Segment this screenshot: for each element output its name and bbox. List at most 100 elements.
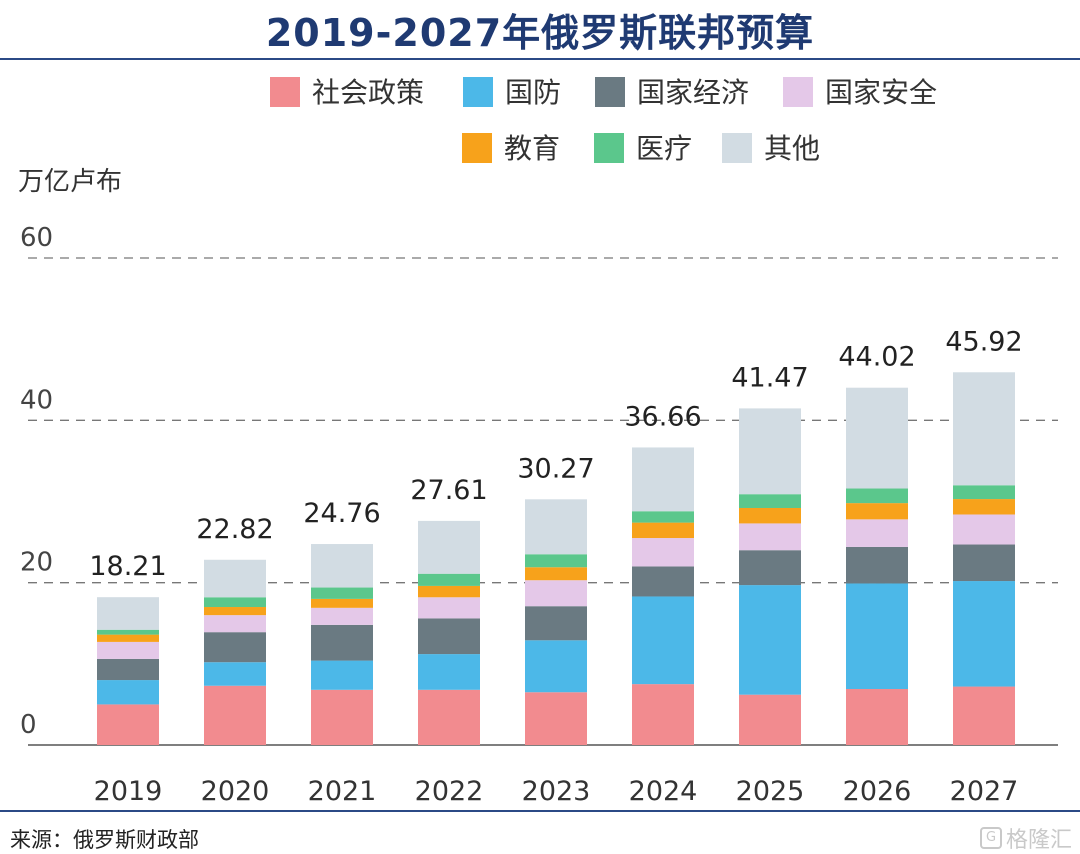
bar-segment bbox=[204, 607, 266, 616]
bar-segment bbox=[418, 520, 480, 574]
legend-swatch bbox=[783, 77, 813, 107]
bar-segment bbox=[632, 566, 694, 597]
y-tick-label: 20 bbox=[20, 548, 53, 578]
bar-segment bbox=[204, 685, 266, 745]
bar-segment bbox=[97, 641, 159, 659]
bar-segment bbox=[525, 580, 587, 607]
bar-segment bbox=[953, 485, 1015, 500]
bar-segment bbox=[204, 662, 266, 686]
legend-label: 社会政策 bbox=[312, 76, 424, 109]
x-tick-label: 2019 bbox=[94, 776, 163, 807]
bar-segment bbox=[632, 684, 694, 745]
bar-segment bbox=[525, 606, 587, 641]
watermark: G 格隆汇 bbox=[979, 822, 1072, 854]
x-tick-label: 2025 bbox=[736, 776, 805, 807]
bar-segment bbox=[97, 658, 159, 681]
bar-segment bbox=[525, 692, 587, 745]
bar-segment bbox=[953, 499, 1015, 515]
bar-segment bbox=[846, 546, 908, 584]
bar-segment bbox=[525, 499, 587, 555]
x-tick-label: 2021 bbox=[308, 776, 377, 807]
bars bbox=[97, 372, 1015, 745]
bar-segment bbox=[953, 544, 1015, 582]
bar-segment bbox=[97, 629, 159, 635]
bar-segment bbox=[311, 660, 373, 690]
total-label: 24.76 bbox=[303, 498, 380, 529]
bar-segment bbox=[418, 654, 480, 690]
x-tick-label: 2026 bbox=[843, 776, 912, 807]
y-axis-ticks: 0 20 40 60 bbox=[20, 223, 53, 740]
legend-swatch bbox=[462, 133, 492, 163]
bar-segment bbox=[739, 550, 801, 586]
bar-segment bbox=[97, 597, 159, 630]
legend-swatch bbox=[594, 133, 624, 163]
y-tick-label: 40 bbox=[20, 385, 53, 415]
watermark-logo-icon: G bbox=[979, 827, 1002, 849]
chart-title: 2019-2027年俄罗斯联邦预算 bbox=[265, 11, 815, 55]
bar-segment bbox=[311, 607, 373, 625]
x-tick-label: 2027 bbox=[950, 776, 1019, 807]
bottom-rule bbox=[0, 810, 1080, 812]
bar-segment bbox=[953, 686, 1015, 745]
x-axis-ticks: 2019 2020 2021 2022 2023 2024 2025 2026 2027 bbox=[94, 776, 1019, 807]
bar-segment bbox=[525, 640, 587, 693]
bar-segment bbox=[632, 538, 694, 567]
total-label: 36.66 bbox=[624, 401, 701, 432]
bar-segment bbox=[204, 597, 266, 608]
bar-segment bbox=[739, 494, 801, 508]
legend-label: 其他 bbox=[764, 132, 820, 165]
total-labels: 18.21 22.82 24.76 27.61 30.27 36.66 41.47 44.02… bbox=[89, 326, 1022, 582]
bar-segment bbox=[953, 514, 1015, 545]
bar-segment bbox=[739, 694, 801, 745]
bar-segment bbox=[311, 689, 373, 745]
y-tick-label: 0 bbox=[20, 710, 37, 740]
bar-segment bbox=[418, 618, 480, 655]
bar-segment bbox=[739, 523, 801, 551]
bar-segment bbox=[418, 585, 480, 598]
bar-segment bbox=[311, 544, 373, 588]
bar-segment bbox=[953, 581, 1015, 687]
total-label: 44.02 bbox=[838, 342, 915, 373]
legend-label: 国家安全 bbox=[825, 76, 937, 109]
bar-segment bbox=[525, 554, 587, 568]
bar-segment bbox=[311, 587, 373, 599]
top-rule bbox=[0, 58, 1080, 60]
bar-segment bbox=[953, 372, 1015, 486]
legend-label: 教育 bbox=[504, 132, 560, 165]
total-label: 45.92 bbox=[945, 326, 1022, 357]
watermark-text: 格隆汇 bbox=[1005, 828, 1072, 853]
bar-segment bbox=[846, 519, 908, 547]
bar-segment bbox=[632, 511, 694, 523]
total-label: 41.47 bbox=[731, 362, 808, 393]
bar-segment bbox=[846, 387, 908, 489]
bar-segment bbox=[739, 585, 801, 695]
total-label: 27.61 bbox=[410, 475, 487, 506]
legend-swatch bbox=[270, 77, 300, 107]
bar-segment bbox=[97, 634, 159, 642]
bar-segment bbox=[97, 704, 159, 745]
bar-segment bbox=[418, 689, 480, 745]
bar-segment bbox=[739, 507, 801, 524]
bar-segment bbox=[204, 632, 266, 663]
y-axis-label: 万亿卢布 bbox=[18, 167, 122, 197]
total-label: 30.27 bbox=[517, 453, 594, 484]
legend-label: 国防 bbox=[505, 76, 561, 109]
bar-segment bbox=[846, 688, 908, 745]
total-label: 18.21 bbox=[89, 551, 166, 582]
y-tick-label: 60 bbox=[20, 223, 53, 253]
bar-segment bbox=[311, 598, 373, 608]
legend-swatch bbox=[463, 77, 493, 107]
bar-segment bbox=[632, 596, 694, 685]
bar-segment bbox=[97, 680, 159, 705]
bar-segment bbox=[632, 447, 694, 512]
legend-swatch bbox=[722, 133, 752, 163]
source-note: 来源：俄罗斯财政部 bbox=[10, 828, 199, 852]
bar-segment bbox=[739, 408, 801, 495]
bar-segment bbox=[418, 573, 480, 586]
bar-segment bbox=[418, 597, 480, 619]
bar-segment bbox=[525, 567, 587, 581]
legend-swatch bbox=[595, 77, 625, 107]
bar-segment bbox=[204, 559, 266, 598]
legend-label: 医疗 bbox=[636, 132, 692, 165]
